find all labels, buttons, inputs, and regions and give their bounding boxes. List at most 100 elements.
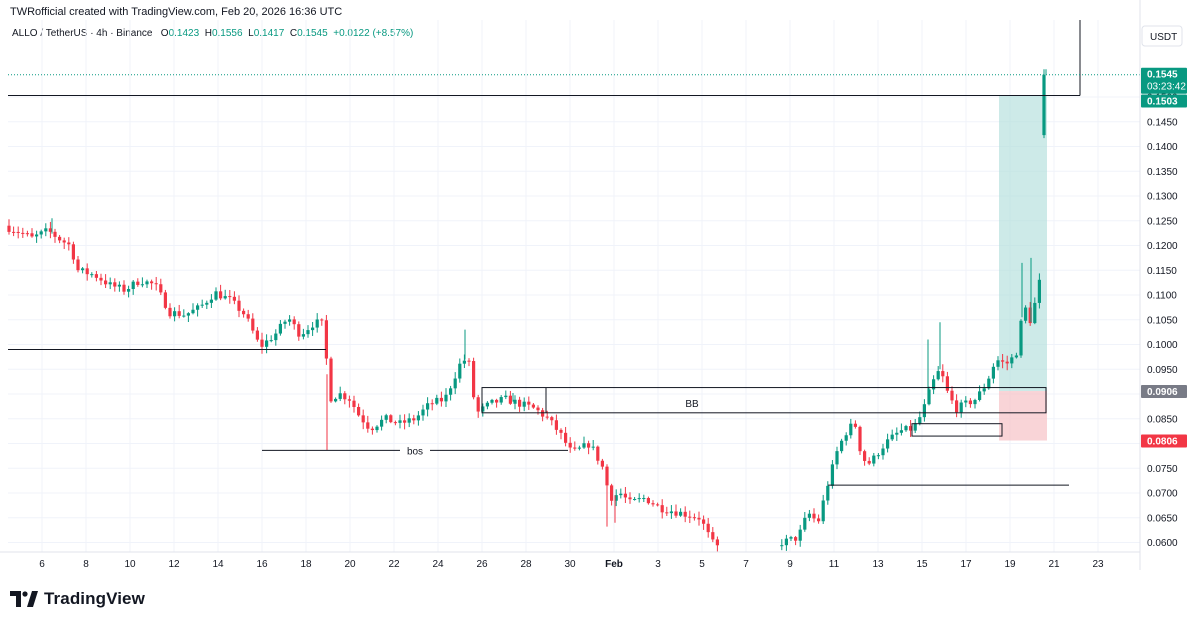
candle-body <box>936 371 940 380</box>
bb-label: BB <box>685 399 699 410</box>
candle-body <box>76 259 80 271</box>
time-tick-label: 7 <box>743 559 749 570</box>
symbol-legend: ALLO / TetherUS · 4h · Binance O0.1423 H… <box>12 28 413 39</box>
time-tick-label: 20 <box>344 559 356 570</box>
price-tick-label: 0.1050 <box>1147 315 1178 326</box>
candle-body <box>959 402 963 413</box>
time-tick-label: 23 <box>1092 559 1104 570</box>
price-tick-label: 0.1150 <box>1147 266 1177 277</box>
price-tick-label: 0.1000 <box>1147 340 1178 351</box>
candle-body <box>219 291 223 299</box>
candle-body <box>1042 74 1046 136</box>
candle-body <box>1033 302 1037 324</box>
time-tick-label: 24 <box>432 559 444 570</box>
candle-body <box>987 378 991 389</box>
candle-body <box>292 319 296 325</box>
candle-body <box>955 400 959 413</box>
candle-body <box>587 443 591 448</box>
candle-body <box>361 415 365 423</box>
change-value: +0.0122 (+8.57%) <box>333 28 414 39</box>
candle-body <box>568 442 572 448</box>
candle-body <box>1024 307 1028 321</box>
candle-body <box>214 291 218 300</box>
stop-price-tag <box>1141 434 1187 448</box>
candle-body <box>508 395 512 404</box>
candle-body <box>623 493 627 498</box>
candle-body <box>269 340 273 342</box>
candle-body <box>812 513 816 519</box>
candle-body <box>136 281 140 285</box>
brand-name: TradingView <box>44 589 145 608</box>
candle-body <box>945 376 949 391</box>
candle-body <box>117 284 121 287</box>
candle-body <box>536 407 540 411</box>
time-tick-label: 15 <box>916 559 928 570</box>
candle-body <box>407 418 411 423</box>
chart-attribution: TWRofficial created with TradingView.com… <box>10 6 343 18</box>
candle-body <box>140 284 144 286</box>
time-tick-label: 6 <box>39 559 45 570</box>
candle-body <box>798 529 802 541</box>
chart-grid <box>8 20 1140 552</box>
candle-body <box>996 360 1000 367</box>
candle-body <box>462 360 466 364</box>
candle-body <box>435 397 439 404</box>
bos-label: bos <box>407 446 423 457</box>
candle-body <box>449 388 453 395</box>
candle-body <box>159 284 163 293</box>
candle-body <box>21 232 25 234</box>
candle-body <box>334 398 338 402</box>
candle-body <box>380 419 384 427</box>
price-tick-label: 0.0950 <box>1147 365 1178 376</box>
candle-body <box>554 420 558 430</box>
candle-body <box>711 532 715 540</box>
time-axis[interactable]: 6 8 10 12 14 16 18 20 22 24 26 28 30 Feb 3 5 7 9 11 13 15 17 1… <box>0 551 1140 570</box>
candle-body <box>835 451 839 465</box>
candle-body <box>476 397 480 412</box>
candle-body <box>605 466 609 486</box>
candle-body <box>127 289 131 292</box>
candle-body <box>242 310 246 315</box>
candle-body <box>150 281 154 284</box>
candle-body <box>490 399 494 403</box>
time-tick-label: 18 <box>300 559 312 570</box>
price-tick-label: 0.0700 <box>1147 489 1178 500</box>
candle-body <box>1014 355 1018 358</box>
candle-body <box>366 422 370 429</box>
candle-body <box>444 394 448 402</box>
candle-body <box>113 282 117 287</box>
candle-body <box>991 366 995 379</box>
candle-body <box>7 225 11 232</box>
candle-body <box>398 420 402 423</box>
time-tick-label: 28 <box>520 559 532 570</box>
candle-body <box>876 455 880 457</box>
candle-body <box>108 282 112 285</box>
candle-body <box>71 244 75 260</box>
time-tick-label: 17 <box>960 559 972 570</box>
time-tick-label: 19 <box>1004 559 1016 570</box>
candle-body <box>656 504 660 506</box>
candle-body <box>228 296 232 298</box>
candle-body <box>320 319 324 321</box>
candle-body <box>784 538 788 546</box>
candle-body <box>541 410 545 417</box>
tradingview-brand: TradingView <box>10 589 145 609</box>
candle-body <box>1010 357 1014 364</box>
candle-body <box>913 423 917 431</box>
drawings: bos BB <box>8 20 1140 486</box>
time-tick-label: 16 <box>256 559 268 570</box>
candle-body <box>472 361 476 398</box>
candle-body <box>12 231 16 233</box>
candle-body <box>596 446 600 461</box>
candle-body <box>25 233 29 235</box>
candle-body <box>255 330 259 340</box>
candle-body <box>154 283 158 285</box>
candle-body <box>288 319 292 322</box>
candle-body <box>941 371 945 377</box>
candle-body <box>131 281 135 290</box>
time-tick-label: 22 <box>388 559 400 570</box>
candle-body <box>899 430 903 433</box>
candle-body <box>918 417 922 424</box>
candle-body <box>324 320 328 359</box>
